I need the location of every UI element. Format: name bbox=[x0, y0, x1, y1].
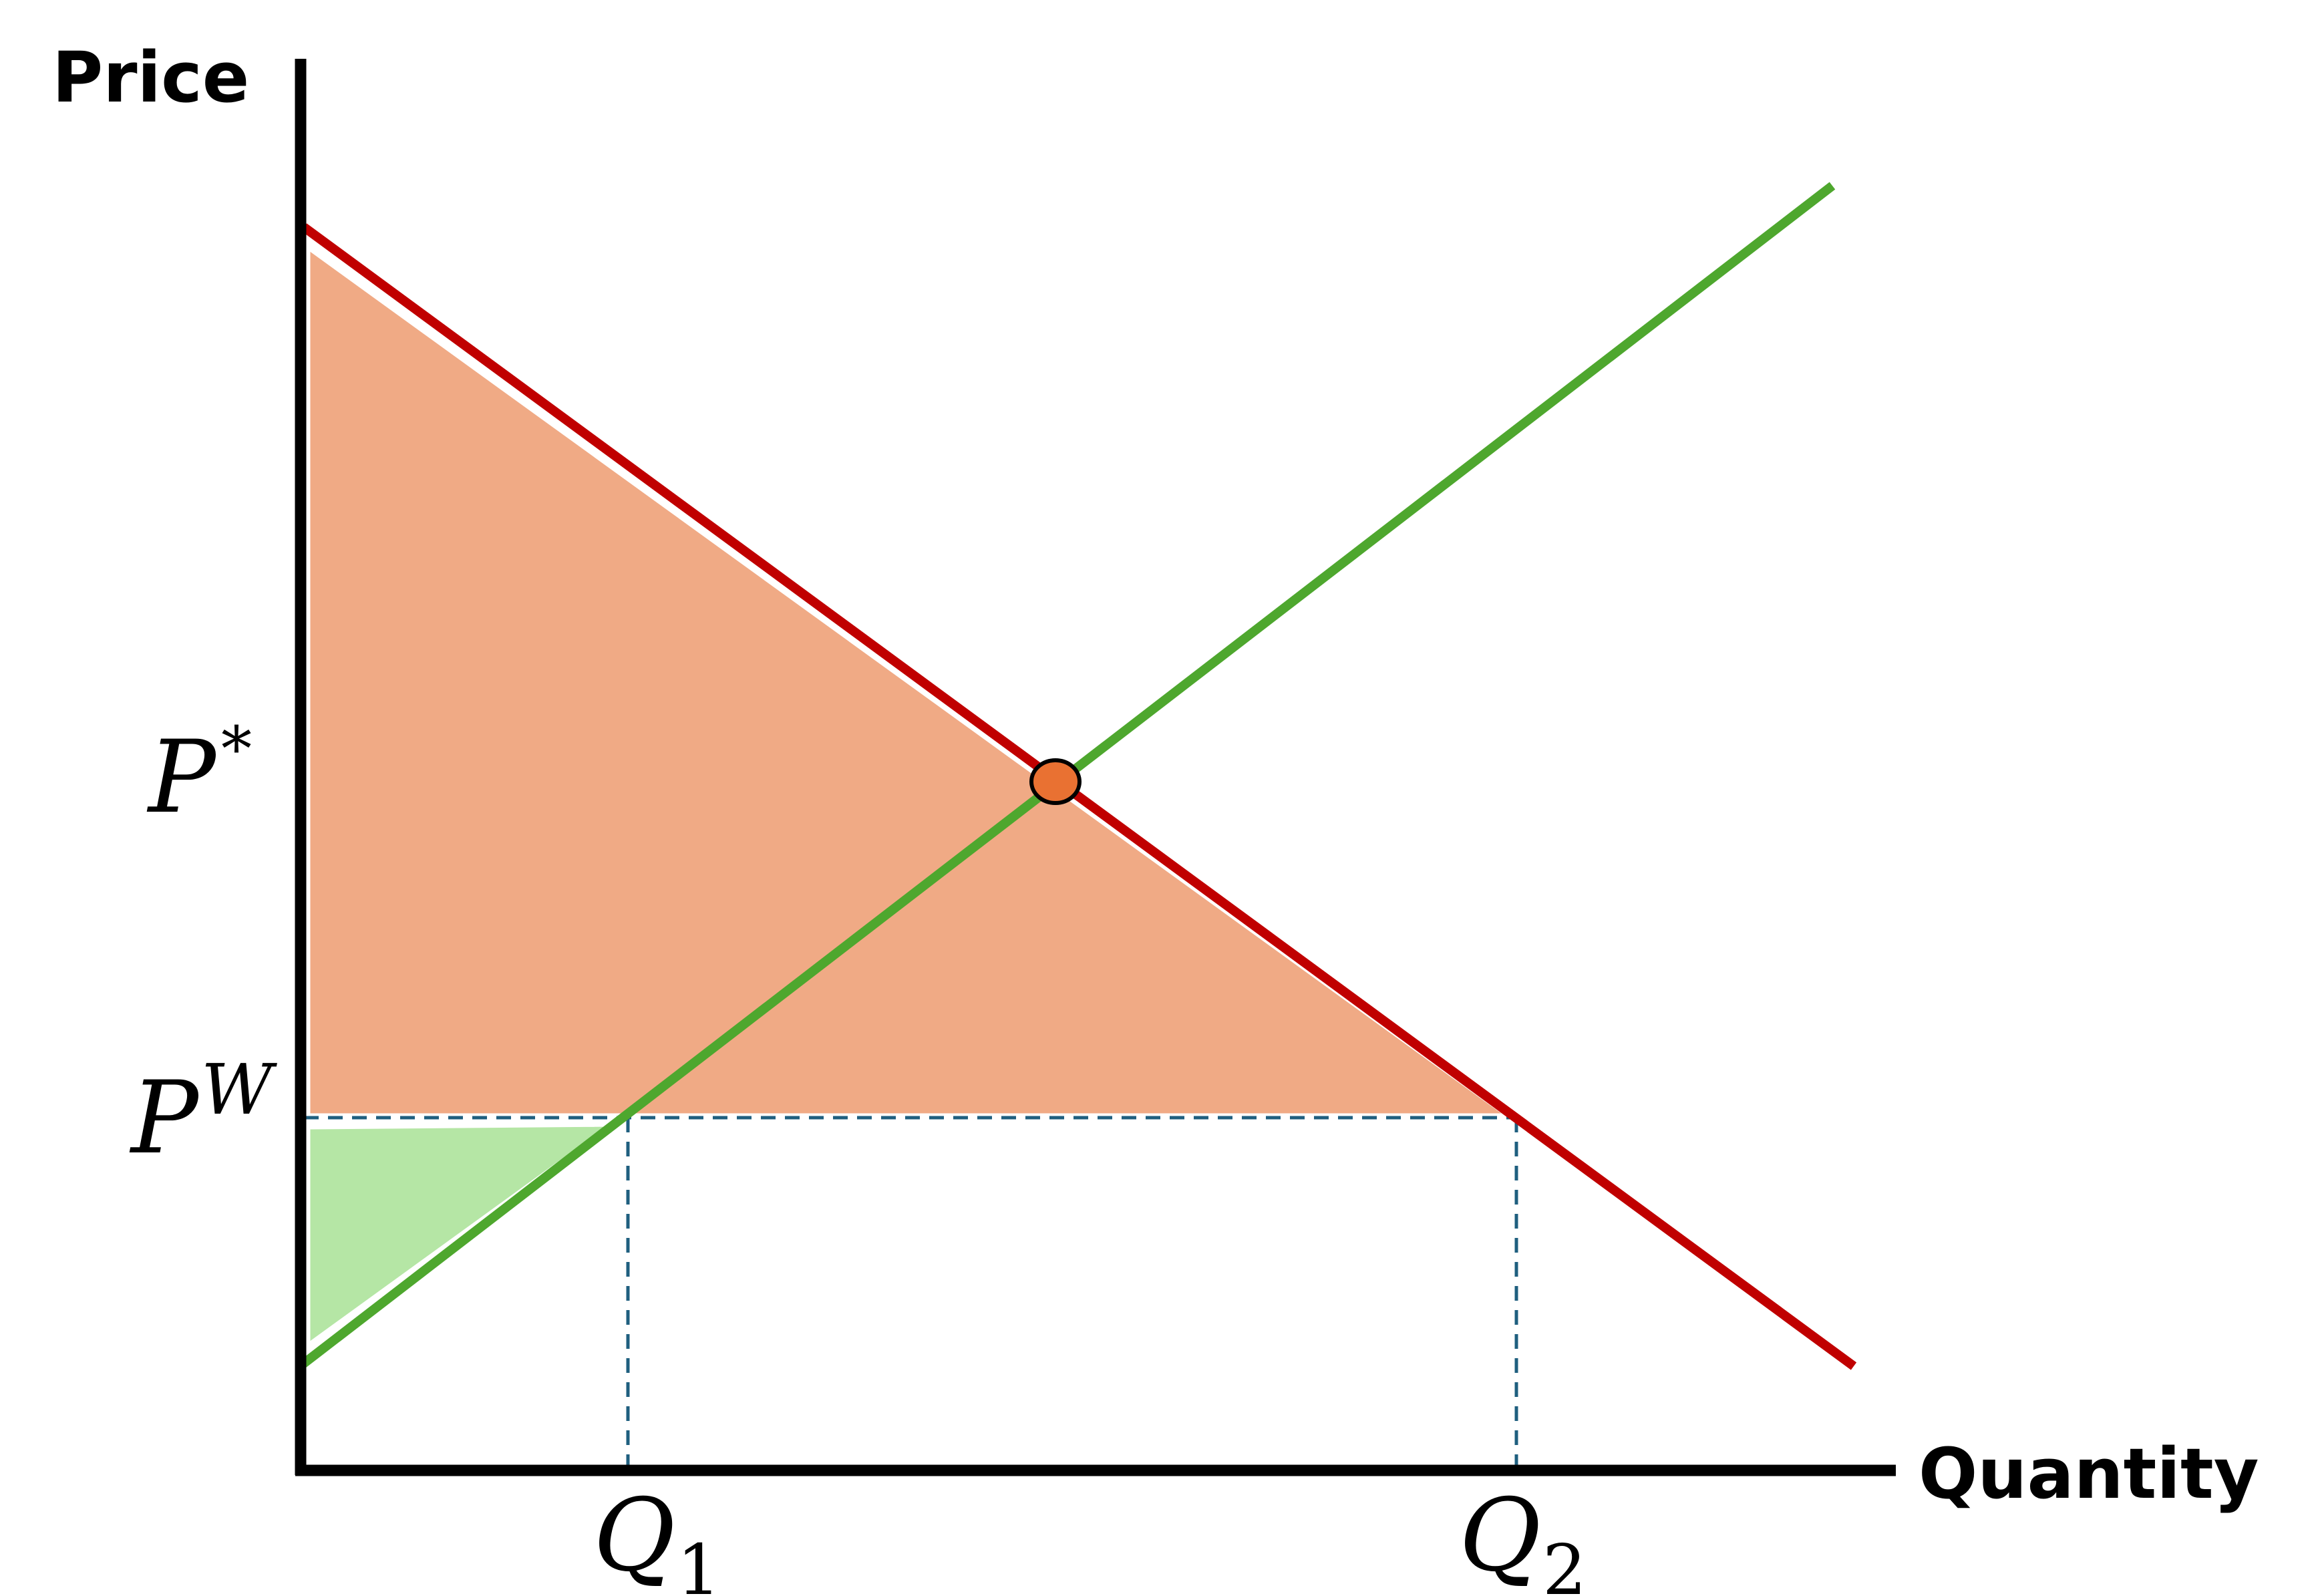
q2-label: Q2 bbox=[1459, 1478, 1587, 1596]
demand-curve bbox=[301, 223, 1857, 1370]
x-axis-title: Quantity bbox=[1919, 1433, 2259, 1514]
q1-label: Q1 bbox=[593, 1478, 721, 1596]
consumer-surplus-area bbox=[307, 245, 1512, 1117]
p-world-label: PW bbox=[129, 1049, 277, 1176]
y-axis-title: Price bbox=[52, 37, 249, 118]
p-star-label: P* bbox=[146, 713, 252, 836]
equilibrium-point bbox=[1029, 758, 1082, 805]
